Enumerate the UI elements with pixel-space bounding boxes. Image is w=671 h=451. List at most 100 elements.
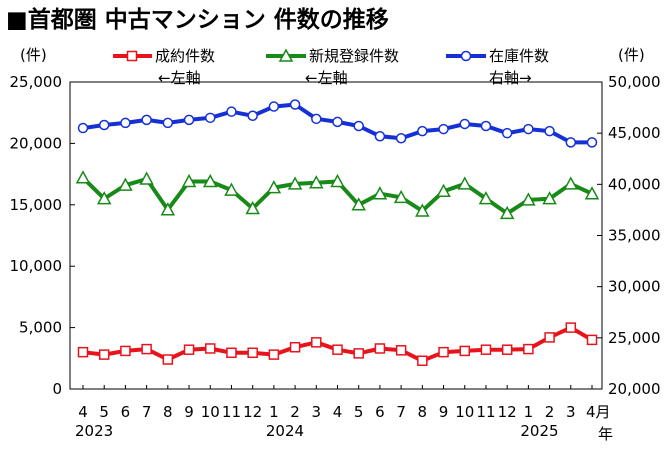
x-year-label: 2025 — [520, 422, 558, 440]
data-point — [372, 186, 388, 200]
legend-label-inventory: 在庫件数 — [489, 47, 549, 65]
data-point — [351, 197, 366, 211]
x-tick-label: 6 — [375, 403, 385, 421]
x-tick-label: 11 — [222, 403, 241, 421]
x-tick-label: 10 — [201, 403, 220, 421]
data-point — [181, 173, 197, 188]
legend-note-listings: ←左軸 — [305, 69, 348, 87]
series-line — [82, 325, 594, 363]
data-point — [183, 344, 195, 355]
left-tick-label: 20,000 — [10, 134, 63, 152]
x-tick-label: 4 — [78, 403, 88, 421]
plot-area — [69, 81, 603, 390]
data-point — [160, 202, 176, 216]
data-point — [523, 123, 534, 135]
right-tick-label: 40,000 — [608, 175, 661, 193]
x-tick-label: 12 — [243, 403, 262, 421]
data-point — [289, 99, 301, 110]
x-tick-label: 3 — [312, 403, 322, 421]
data-point — [332, 344, 343, 355]
data-point — [289, 341, 301, 353]
data-point — [499, 205, 515, 220]
series-layer — [75, 99, 600, 367]
right-tick-label: 35,000 — [608, 227, 661, 245]
data-point — [141, 114, 152, 126]
data-point — [162, 117, 174, 129]
data-point — [544, 332, 555, 343]
series-2 — [75, 170, 600, 220]
data-point — [139, 171, 154, 185]
data-point — [480, 120, 492, 132]
x-tick-label: 2 — [290, 403, 300, 421]
data-point — [417, 125, 428, 137]
data-point — [266, 180, 282, 194]
plot-border — [69, 81, 603, 390]
data-point — [287, 176, 303, 190]
legend: 成約件数 ←左軸 新規登録件数 ←左軸 在庫件数 右軸→ — [113, 47, 549, 87]
x-tick-label: 1 — [269, 403, 279, 421]
legend-marker-square — [126, 50, 138, 62]
right-tick-label: 50,000 — [608, 73, 661, 91]
legend-label-listings: 新規登録件数 — [309, 47, 399, 65]
legend-note-inventory: 右軸→ — [489, 69, 532, 87]
left-tick-label: 25,000 — [10, 73, 63, 91]
x-tick-label: 7 — [142, 403, 152, 421]
x-tick-label: 7 — [396, 403, 406, 421]
left-tick-label: 10,000 — [10, 257, 63, 275]
data-point — [226, 347, 237, 359]
data-point — [202, 173, 218, 188]
x-year-label: 2024 — [266, 422, 304, 440]
left-axis-unit: (件) — [20, 46, 47, 64]
data-point — [457, 176, 473, 190]
data-point — [563, 176, 579, 190]
data-point — [247, 110, 258, 122]
data-point — [393, 189, 409, 204]
data-point — [438, 346, 449, 358]
data-point — [98, 119, 110, 131]
data-point — [459, 345, 470, 357]
x-tick-label: 5 — [99, 403, 109, 421]
data-point — [226, 106, 237, 117]
x-tick-label: 2 — [545, 403, 555, 421]
x-tick-label: 11 — [476, 403, 495, 421]
data-point — [141, 343, 152, 355]
right-tick-label: 25,000 — [608, 329, 661, 347]
x-tick-label: 8 — [163, 403, 173, 421]
data-point — [374, 343, 386, 354]
data-point — [118, 177, 133, 191]
x-tick-label: 3 — [566, 403, 576, 421]
data-point — [565, 137, 577, 148]
data-point — [268, 101, 280, 112]
data-point — [415, 203, 430, 217]
chart-title: ■首都圏 中古マンション 件数の推移 — [6, 6, 389, 33]
x-year-label: 2023 — [75, 422, 113, 440]
data-point — [183, 114, 195, 126]
x-tick-label: 8 — [418, 403, 428, 421]
right-tick-label: 45,000 — [608, 124, 661, 142]
legend-label-contracts: 成約件数 — [155, 47, 215, 65]
legend-marker-circle — [460, 50, 472, 62]
left-tick-label: 0 — [52, 380, 62, 398]
data-point — [224, 182, 239, 196]
data-point — [521, 192, 536, 206]
data-point — [311, 113, 322, 125]
data-point — [586, 137, 598, 148]
data-point — [478, 191, 494, 205]
x-tick-label: 5 — [354, 403, 364, 421]
data-point — [501, 127, 513, 139]
x-tick-label: 12 — [498, 403, 517, 421]
right-tick-label: 30,000 — [608, 278, 661, 296]
right-axis-unit: (件) — [618, 46, 645, 64]
data-point — [501, 344, 513, 355]
data-point — [205, 112, 216, 124]
data-point — [247, 347, 258, 359]
data-point — [544, 125, 555, 137]
data-point — [353, 348, 364, 359]
data-point — [395, 345, 407, 356]
left-tick-label: 15,000 — [10, 196, 63, 214]
right-tick-label: 20,000 — [608, 380, 661, 398]
x-tick-label: 4 — [333, 403, 343, 421]
data-point — [245, 200, 260, 215]
